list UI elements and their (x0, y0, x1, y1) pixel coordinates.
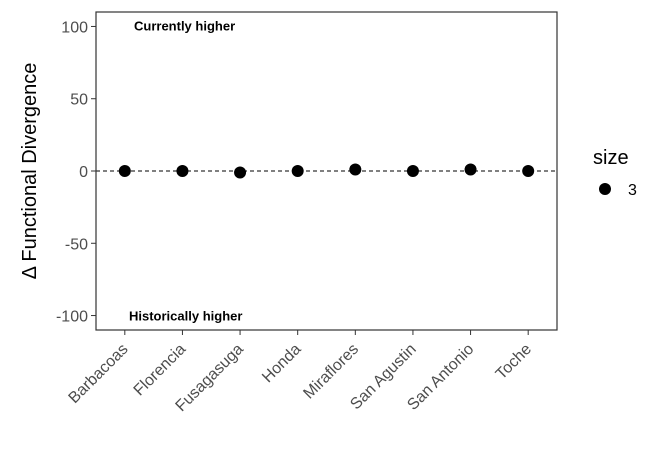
legend: size 3 (593, 147, 637, 199)
y-tick-label: 100 (61, 19, 88, 36)
y-tick-label: -50 (65, 236, 88, 253)
data-point (118, 165, 131, 177)
data-point (406, 165, 419, 177)
data-point (234, 166, 247, 179)
data-points (118, 163, 535, 179)
y-tick-label: 0 (79, 164, 88, 181)
y-axis-ticks: -100 -50 0 50 100 (56, 19, 96, 326)
data-point (522, 165, 535, 177)
legend-entry-label: 3 (628, 182, 637, 199)
annotation-currently-higher: Currently higher (134, 18, 235, 33)
data-point (464, 163, 477, 176)
data-point (291, 165, 304, 177)
y-tick-label: 50 (70, 92, 88, 109)
data-point (349, 163, 362, 176)
x-tick-label: Honda (259, 341, 304, 386)
legend-key-point (599, 183, 611, 195)
data-point (176, 165, 189, 177)
x-tick-label: Miraflores (300, 341, 362, 403)
annotation-historically-higher: Historically higher (129, 309, 242, 324)
y-tick-label: -100 (56, 309, 88, 326)
plot-panel-border (95, 11, 558, 331)
x-tick-label: Barbacoas (66, 341, 132, 407)
legend-title: size (593, 147, 629, 169)
x-tick-label: Toche (493, 341, 535, 383)
legend-entries: 3 (599, 182, 637, 199)
x-tick-label: Florencia (131, 341, 190, 400)
y-axis-title: Δ Functional Divergence (19, 63, 41, 280)
